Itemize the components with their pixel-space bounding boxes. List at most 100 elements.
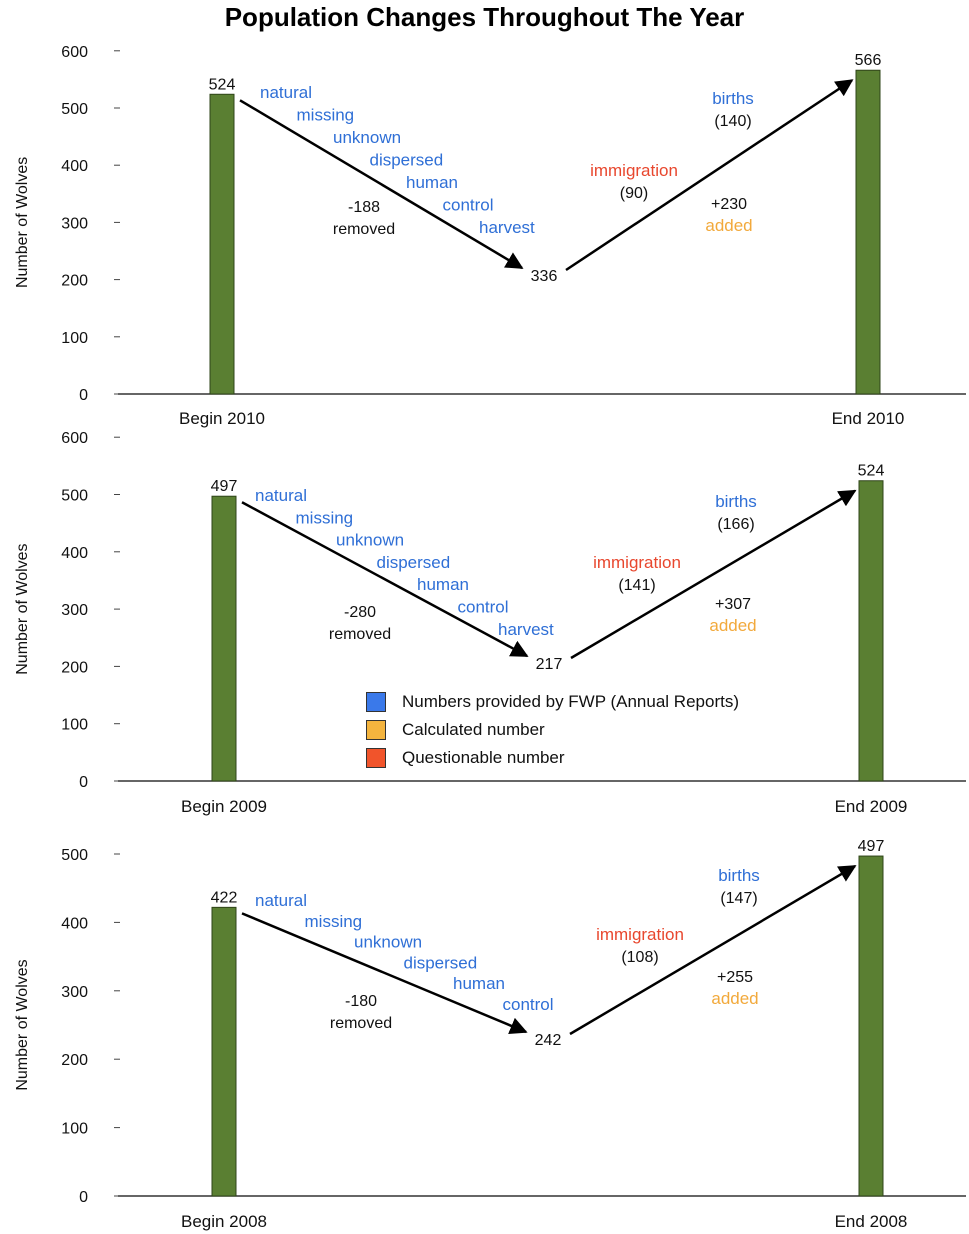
y-tick-label: 300 [61, 602, 88, 619]
added-value: +255 [717, 969, 753, 986]
removal-cause-label: unknown [354, 933, 422, 952]
legend-label-fwp: Numbers provided by FWP (Annual Reports) [402, 692, 739, 711]
removal-cause-label: natural [255, 486, 307, 505]
mid-value-label: 217 [536, 656, 563, 673]
removal-cause-label: missing [296, 508, 354, 527]
y-tick-label: 500 [61, 101, 88, 118]
bar-value-label: 524 [209, 76, 236, 93]
legend-item-questionable: Questionable number [366, 744, 739, 772]
legend-swatch-questionable [366, 748, 386, 768]
removal-cause-label: human [453, 974, 505, 993]
y-tick-label: 300 [61, 984, 88, 1001]
removal-cause-label: missing [305, 912, 363, 931]
removal-cause-label: natural [255, 891, 307, 910]
immigration-label: immigration [596, 925, 684, 944]
added-label: added [705, 216, 752, 235]
y-tick-label: 600 [61, 44, 88, 61]
removed-value: -280 [344, 604, 376, 621]
added-label: added [711, 989, 758, 1008]
births-value: (140) [714, 113, 751, 130]
legend-item-fwp: Numbers provided by FWP (Annual Reports) [366, 688, 739, 716]
y-tick-label: 600 [61, 430, 88, 447]
bar [209, 93, 235, 395]
removed-value: -188 [348, 199, 380, 216]
x-category-label: Begin 2009 [181, 797, 267, 816]
removal-arrow [241, 501, 529, 658]
bar-value-label: 497 [858, 838, 885, 855]
mid-value-label: 336 [531, 268, 558, 285]
immigration-label: immigration [593, 553, 681, 572]
y-tick-label: 400 [61, 545, 88, 562]
removal-cause-label: harvest [479, 218, 535, 237]
removal-cause-label: control [503, 995, 554, 1014]
bar [211, 495, 237, 782]
legend-swatch-fwp [366, 692, 386, 712]
births-label: births [712, 89, 754, 108]
legend-label-questionable: Questionable number [402, 748, 565, 767]
chart-title: Population Changes Throughout The Year [224, 2, 745, 32]
bar [858, 480, 884, 782]
immigration-value: (90) [620, 185, 648, 202]
bar [855, 69, 881, 395]
removal-cause-label: control [458, 598, 509, 617]
added-value: +230 [711, 196, 747, 213]
y-tick-label: 0 [79, 774, 88, 791]
bar-value-label: 422 [211, 889, 238, 906]
x-category-label: End 2008 [835, 1212, 908, 1231]
bar-value-label: 524 [858, 463, 885, 480]
removal-cause-label: unknown [333, 128, 401, 147]
legend-label-calculated: Calculated number [402, 720, 545, 739]
x-category-label: End 2010 [832, 409, 905, 428]
added-label: added [709, 616, 756, 635]
y-tick-label: 0 [79, 1189, 88, 1206]
addition-arrow [570, 489, 857, 660]
bar [858, 855, 884, 1197]
bar [211, 906, 237, 1197]
births-value: (166) [717, 516, 754, 533]
y-tick-label: 300 [61, 215, 88, 232]
x-category-label: Begin 2010 [179, 409, 265, 428]
removed-label: removed [333, 221, 395, 238]
removal-cause-label: dispersed [404, 953, 478, 972]
removed-label: removed [329, 626, 391, 643]
removal-arrow [241, 912, 528, 1035]
legend-swatch-calculated [366, 720, 386, 740]
bar-value-label: 497 [211, 478, 238, 495]
addition-arrow [565, 79, 854, 272]
removal-cause-label: harvest [498, 620, 554, 639]
x-category-label: Begin 2008 [181, 1212, 267, 1231]
y-tick-label: 200 [61, 1052, 88, 1069]
y-tick-label: 400 [61, 915, 88, 932]
y-tick-label: 100 [61, 330, 88, 347]
removal-cause-label: missing [297, 106, 355, 125]
y-axis-label: Number of Wolves [14, 543, 31, 674]
immigration-value: (108) [621, 949, 658, 966]
y-tick-label: 200 [61, 273, 88, 290]
y-axis-label: Number of Wolves [14, 157, 31, 288]
removal-arrow [239, 99, 524, 270]
removed-value: -180 [345, 993, 377, 1010]
bar-value-label: 566 [855, 52, 882, 69]
y-tick-label: 500 [61, 847, 88, 864]
immigration-label: immigration [590, 161, 678, 180]
y-tick-label: 100 [61, 717, 88, 734]
removal-cause-label: dispersed [377, 553, 451, 572]
x-category-label: End 2009 [835, 797, 908, 816]
removal-cause-label: human [417, 575, 469, 594]
immigration-value: (141) [618, 577, 655, 594]
births-value: (147) [720, 890, 757, 907]
removal-cause-label: control [443, 196, 494, 215]
removed-label: removed [330, 1015, 392, 1032]
removal-cause-label: unknown [336, 531, 404, 550]
removal-cause-label: dispersed [370, 151, 444, 170]
y-tick-label: 400 [61, 158, 88, 175]
legend: Numbers provided by FWP (Annual Reports)… [366, 688, 739, 772]
births-label: births [715, 492, 757, 511]
mid-value-label: 242 [535, 1032, 562, 1049]
removal-cause-label: human [406, 173, 458, 192]
y-tick-label: 0 [79, 387, 88, 404]
removal-cause-label: natural [260, 83, 312, 102]
added-value: +307 [715, 596, 751, 613]
y-tick-label: 100 [61, 1121, 88, 1138]
